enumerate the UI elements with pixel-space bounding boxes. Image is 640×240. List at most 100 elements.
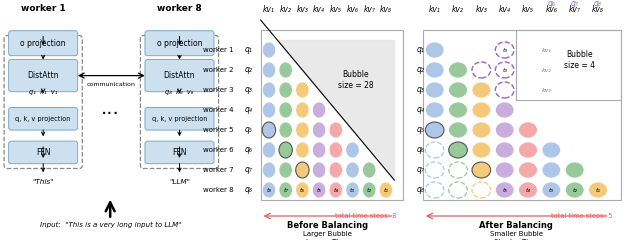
Circle shape: [262, 162, 276, 178]
Circle shape: [495, 182, 514, 198]
Text: Bubble
size = 28: Bubble size = 28: [338, 70, 374, 90]
Circle shape: [329, 182, 342, 198]
Text: worker 7: worker 7: [204, 167, 234, 173]
FancyBboxPatch shape: [145, 31, 214, 56]
Circle shape: [312, 182, 326, 198]
Text: Shorter Time: Shorter Time: [494, 239, 539, 240]
Circle shape: [262, 142, 276, 158]
Text: DistAttn: DistAttn: [164, 71, 195, 80]
Text: o projection: o projection: [157, 39, 202, 48]
Text: q₃: q₃: [417, 85, 424, 95]
Circle shape: [542, 142, 561, 158]
Text: worker 8: worker 8: [204, 187, 234, 193]
Circle shape: [565, 182, 584, 198]
Text: q₂: q₂: [417, 66, 424, 74]
Text: kv₂: kv₂: [280, 6, 292, 14]
Text: t₂: t₂: [572, 187, 577, 192]
Circle shape: [495, 162, 514, 178]
Text: DistAttn: DistAttn: [28, 71, 59, 80]
Text: worker 1: worker 1: [204, 47, 234, 53]
Text: kv₃: kv₃: [542, 88, 552, 92]
Text: kv₃: kv₃: [296, 6, 308, 14]
Text: kv₅: kv₅: [522, 6, 534, 14]
Circle shape: [296, 122, 309, 138]
Text: t₄: t₄: [333, 187, 339, 192]
Circle shape: [262, 182, 276, 198]
Text: After Balancing: After Balancing: [479, 222, 553, 230]
Circle shape: [518, 142, 538, 158]
Text: Smaller Bubble: Smaller Bubble: [490, 231, 543, 237]
Text: t₄: t₄: [525, 187, 531, 192]
Text: q₁: q₁: [245, 46, 253, 54]
Text: kv₄: kv₄: [313, 6, 325, 14]
Circle shape: [380, 182, 392, 198]
Bar: [516, 30, 621, 100]
Text: worker 6: worker 6: [204, 147, 234, 153]
Circle shape: [426, 42, 444, 58]
Text: FFN: FFN: [36, 148, 51, 157]
Circle shape: [312, 122, 326, 138]
Text: FFN: FFN: [172, 148, 187, 157]
Text: t₃: t₃: [350, 187, 355, 192]
Text: q₃: q₃: [245, 85, 253, 95]
Circle shape: [262, 82, 276, 98]
Circle shape: [565, 162, 584, 178]
Text: "This": "This": [33, 179, 54, 185]
Text: q₅: q₅: [245, 126, 253, 134]
Circle shape: [296, 182, 309, 198]
FancyBboxPatch shape: [8, 141, 77, 164]
Text: kv₂: kv₂: [452, 6, 464, 14]
Circle shape: [312, 162, 326, 178]
Circle shape: [262, 102, 276, 118]
Polygon shape: [277, 40, 394, 180]
Circle shape: [346, 162, 359, 178]
Text: q₆: q₆: [245, 145, 253, 155]
Text: worker 1: worker 1: [20, 4, 65, 13]
FancyBboxPatch shape: [8, 31, 77, 56]
Text: kv₅: kv₅: [330, 6, 342, 14]
Circle shape: [329, 122, 342, 138]
Text: q₄: q₄: [245, 106, 253, 114]
Circle shape: [296, 142, 309, 158]
Text: q, k, v projection: q, k, v projection: [15, 116, 71, 122]
Text: kv₁: kv₁: [263, 6, 275, 14]
Circle shape: [589, 182, 607, 198]
Text: worker 4: worker 4: [204, 107, 234, 113]
FancyBboxPatch shape: [145, 60, 214, 92]
Text: worker 5: worker 5: [204, 127, 234, 133]
Text: q₄: q₄: [417, 106, 424, 114]
Text: Bubble
size = 4: Bubble size = 4: [564, 50, 595, 70]
Circle shape: [362, 162, 376, 178]
Text: t₈: t₈: [266, 187, 271, 192]
Text: t₃: t₃: [502, 48, 507, 53]
Circle shape: [279, 122, 292, 138]
Text: q₈: q₈: [417, 186, 424, 194]
Circle shape: [279, 62, 292, 78]
Circle shape: [472, 142, 491, 158]
Circle shape: [472, 162, 491, 178]
Text: kv₁: kv₁: [429, 6, 440, 14]
Text: Larger Bubble: Larger Bubble: [303, 231, 352, 237]
Circle shape: [426, 62, 444, 78]
Text: q₈: q₈: [594, 0, 602, 8]
Text: worker 3: worker 3: [204, 87, 234, 93]
Text: t₂: t₂: [367, 187, 372, 192]
Text: kv₈: kv₈: [592, 6, 604, 14]
Text: kv₆: kv₆: [545, 6, 557, 14]
Text: q₆: q₆: [547, 0, 556, 8]
Text: kv₂: kv₂: [542, 67, 552, 72]
Circle shape: [262, 122, 276, 138]
Text: kv₄: kv₄: [499, 6, 511, 14]
Text: kv₇: kv₇: [569, 6, 580, 14]
Circle shape: [346, 142, 359, 158]
Circle shape: [426, 102, 444, 118]
FancyBboxPatch shape: [145, 141, 214, 164]
Text: t₆: t₆: [300, 187, 305, 192]
FancyBboxPatch shape: [8, 60, 77, 92]
Text: t₅: t₅: [502, 187, 507, 192]
Text: t₁: t₁: [595, 187, 600, 192]
Text: t₇: t₇: [283, 187, 288, 192]
Text: worker 8: worker 8: [157, 4, 202, 13]
Circle shape: [329, 162, 342, 178]
Text: q₅: q₅: [417, 126, 424, 134]
